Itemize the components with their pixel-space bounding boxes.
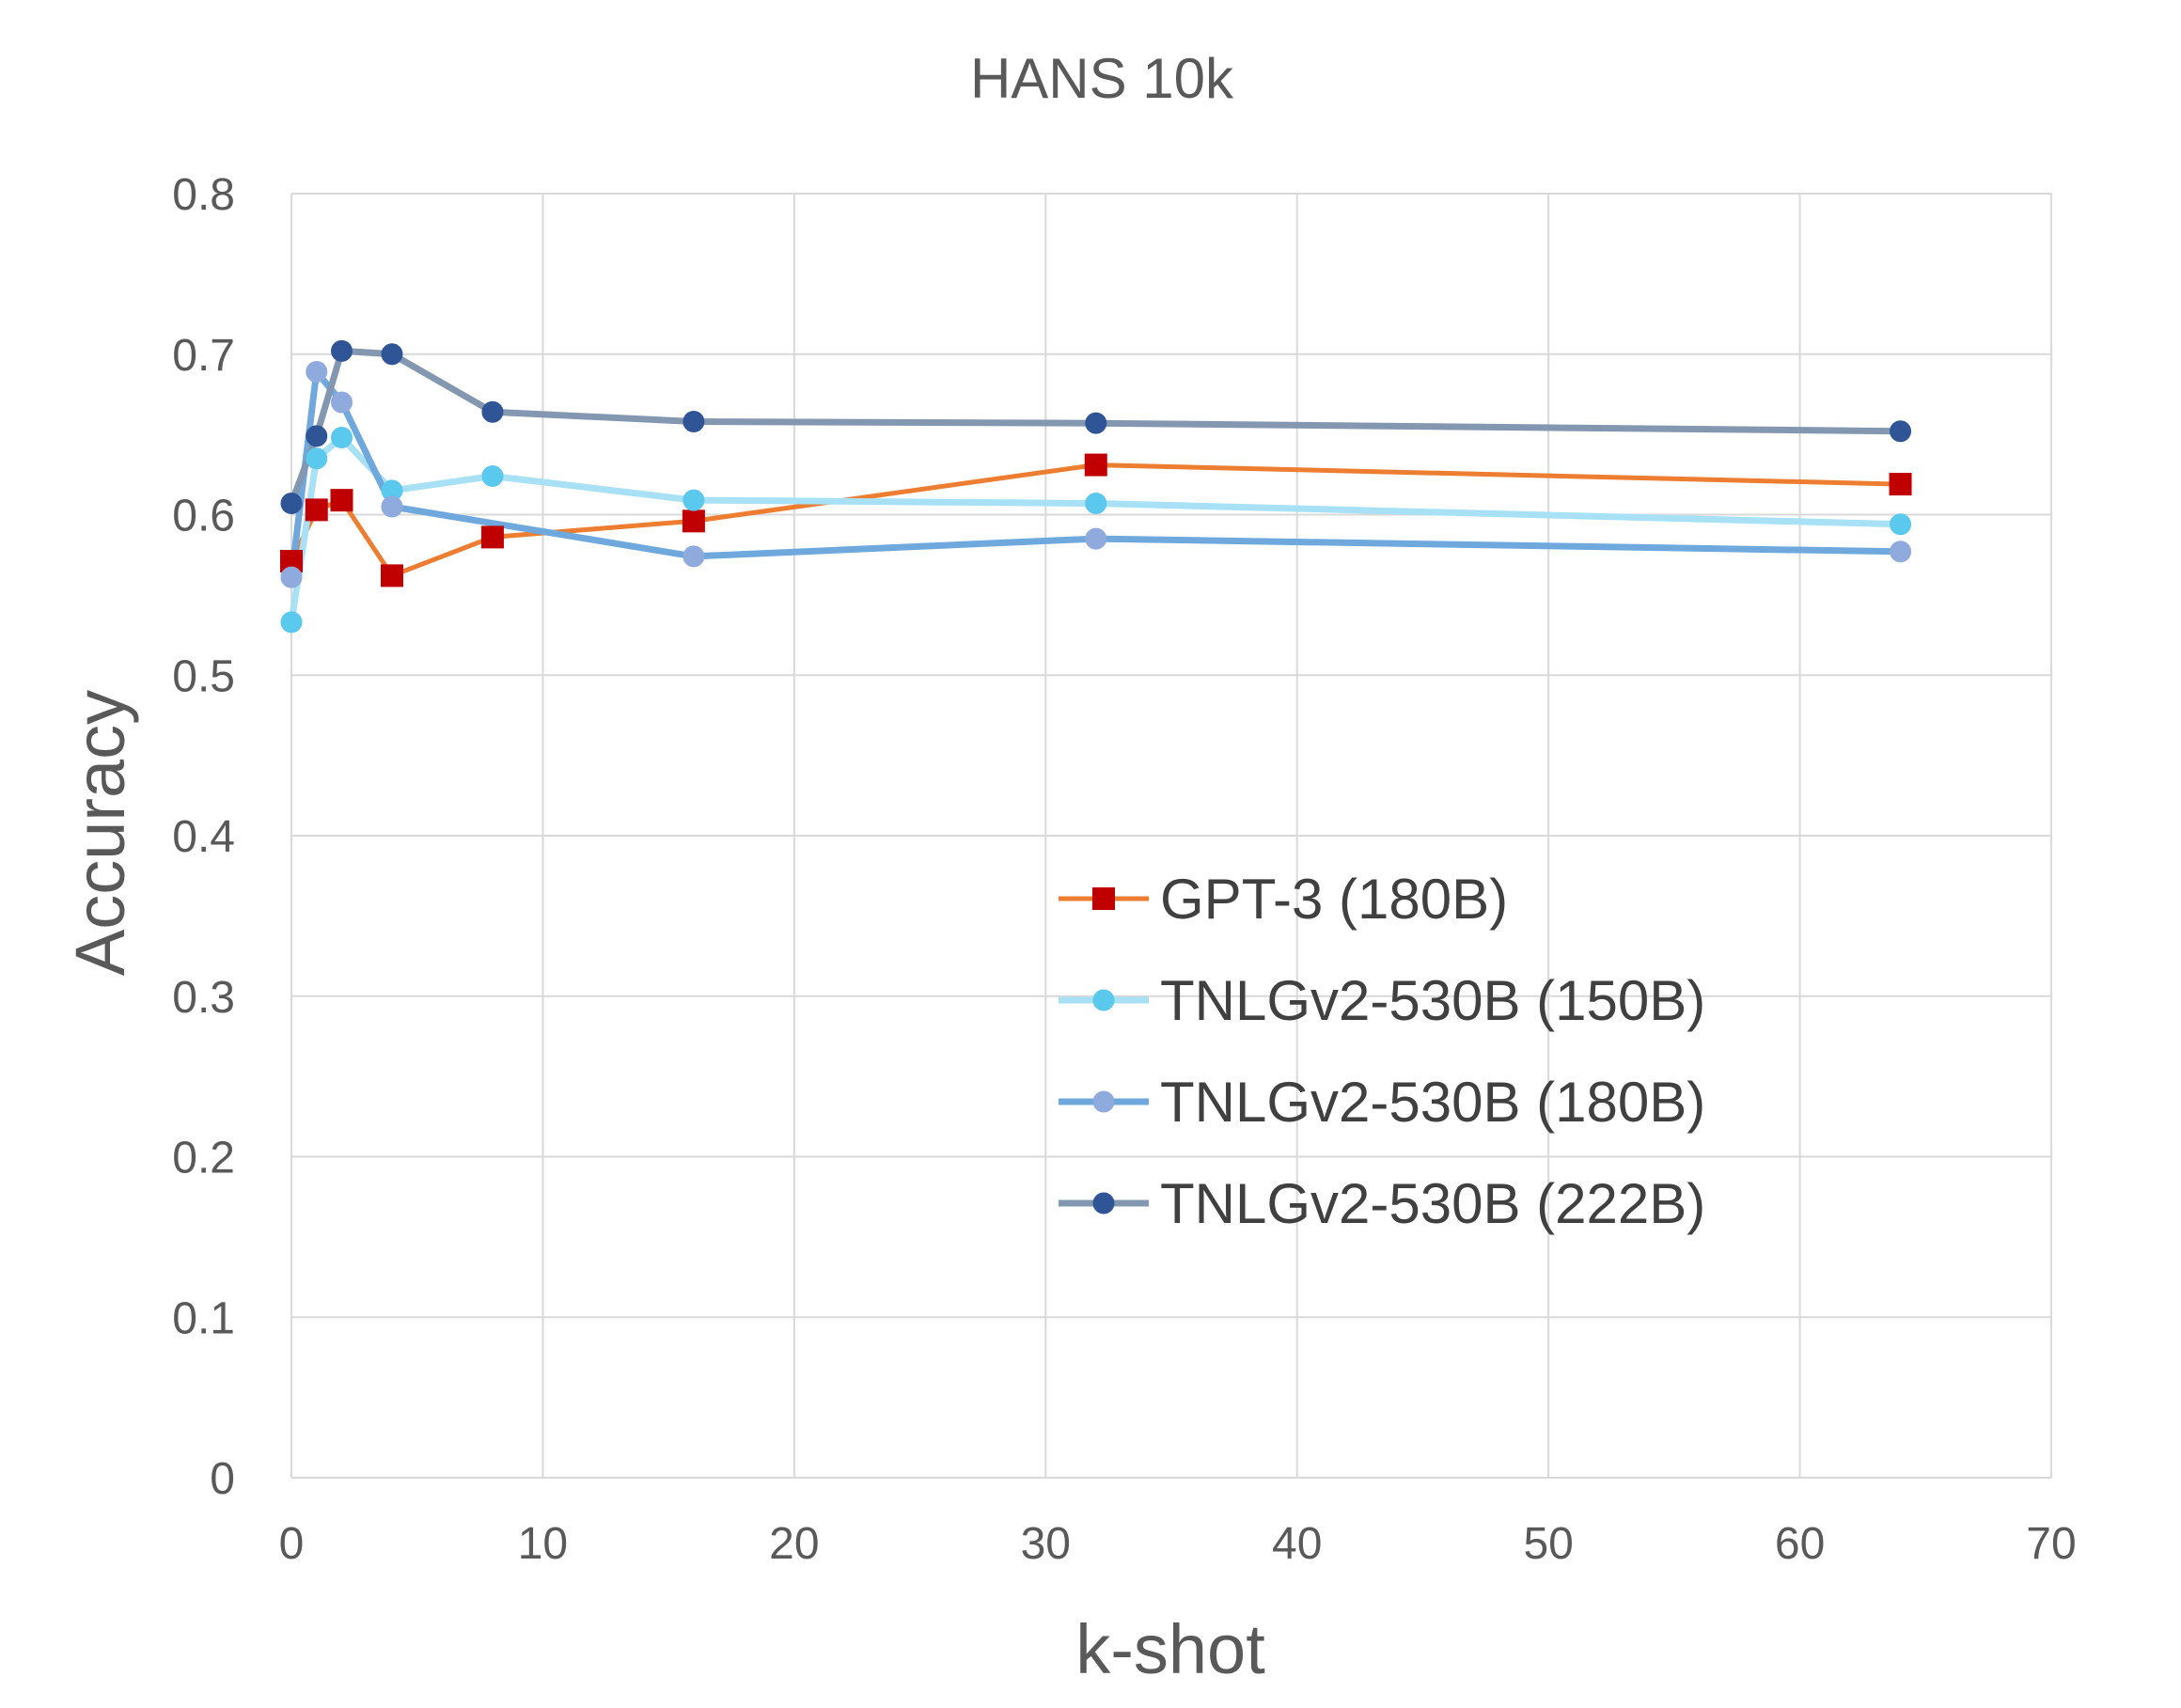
data-point — [1889, 473, 1912, 496]
data-point — [306, 447, 328, 470]
data-point — [1890, 420, 1912, 443]
chart-title: HANS 10k — [970, 47, 1234, 110]
data-point — [305, 498, 328, 522]
data-point — [1890, 513, 1912, 536]
y-tick-label: 0.3 — [172, 973, 235, 1023]
data-point — [1085, 527, 1107, 550]
legend-marker — [1092, 1192, 1115, 1214]
data-point — [330, 339, 353, 362]
data-point — [280, 566, 303, 588]
y-axis-label: Accuracy — [61, 690, 139, 976]
x-axis-ticks: 0 10 20 30 40 50 60 70 — [279, 1519, 2077, 1569]
data-point — [683, 545, 705, 568]
data-point — [682, 509, 705, 533]
legend-item-1: GPT-3 (180B) — [1059, 868, 1508, 931]
data-point — [1084, 453, 1107, 477]
x-axis-label: k-shot — [1075, 1610, 1265, 1688]
data-point — [306, 425, 328, 447]
x-tick-label: 50 — [1523, 1519, 1573, 1569]
y-tick-label: 0.1 — [172, 1293, 235, 1343]
legend-label: TNLGv2-530B (180B) — [1160, 1071, 1705, 1134]
y-tick-label: 0 — [210, 1454, 235, 1504]
data-point — [330, 489, 353, 512]
y-tick-label: 0.7 — [172, 331, 235, 381]
data-point — [683, 489, 705, 511]
data-point — [481, 465, 504, 488]
x-tick-label: 10 — [518, 1519, 568, 1569]
series-line-4 — [288, 347, 1904, 507]
x-tick-label: 0 — [279, 1519, 305, 1569]
legend-item-4: TNLGv2-530B (222B) — [1059, 1172, 1705, 1235]
data-point — [280, 493, 303, 515]
data-point — [480, 525, 504, 549]
legend-item-2: TNLGv2-530B (150B) — [1059, 969, 1705, 1032]
x-tick-label: 40 — [1272, 1519, 1322, 1569]
data-point — [481, 400, 504, 423]
legend-item-3: TNLGv2-530B (180B) — [1059, 1071, 1705, 1134]
data-point — [1890, 541, 1912, 563]
x-tick-label: 30 — [1021, 1519, 1071, 1569]
y-tick-label: 0.5 — [172, 651, 235, 701]
gridlines — [290, 193, 2052, 1479]
legend-label: TNLGv2-530B (222B) — [1160, 1172, 1705, 1235]
legend-marker — [1092, 1090, 1115, 1113]
series-markers-3 — [280, 361, 1912, 588]
y-tick-label: 0.8 — [172, 170, 235, 220]
data-point — [380, 564, 403, 588]
y-tick-label: 0.2 — [172, 1134, 235, 1183]
y-tick-label: 0.4 — [172, 812, 235, 862]
data-point — [330, 427, 353, 449]
data-point — [381, 495, 403, 518]
data-point — [381, 343, 403, 366]
data-point — [683, 410, 705, 432]
legend-marker — [1092, 989, 1115, 1011]
data-point — [280, 611, 303, 634]
data-point — [1085, 493, 1107, 515]
legend-label: GPT-3 (180B) — [1160, 868, 1508, 931]
legend-marker — [1092, 887, 1115, 910]
data-point — [306, 361, 328, 384]
data-point — [330, 391, 353, 414]
y-tick-label: 0.6 — [172, 492, 235, 541]
series-markers — [280, 339, 1912, 634]
data-point — [1085, 412, 1107, 434]
legend-label: TNLGv2-530B (150B) — [1160, 969, 1705, 1032]
y-axis-ticks: 0 0.1 0.2 0.3 0.4 0.5 0.6 0.7 0.8 — [172, 170, 235, 1504]
legend: GPT-3 (180B) TNLGv2-530B (150B) TNLGv2-530… — [1059, 868, 1705, 1235]
series-markers-4 — [280, 339, 1912, 515]
series-markers-2 — [280, 427, 1912, 634]
x-tick-label: 70 — [2026, 1519, 2076, 1569]
x-tick-label: 60 — [1775, 1519, 1825, 1569]
x-tick-label: 20 — [769, 1519, 819, 1569]
